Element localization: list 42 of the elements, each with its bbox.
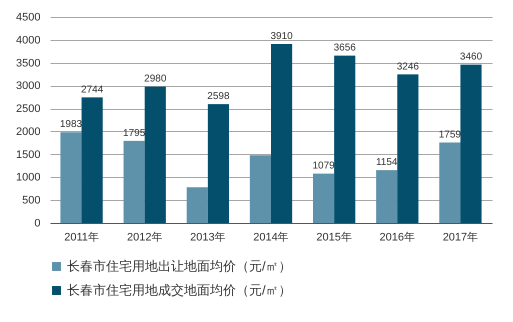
y-tick-label: 0 [34,218,40,230]
bar [334,56,356,223]
bar [271,44,292,223]
y-tick-label: 3500 [16,57,40,70]
data-label: 2744 [81,84,104,96]
y-tick-label: 2000 [16,126,40,138]
x-tick-label: 2012年 [126,232,162,244]
x-tick-label: 2015年 [316,232,352,244]
bar [82,97,103,223]
bar [376,170,398,223]
x-tick-label: 2014年 [253,232,289,244]
data-label: 3910 [270,31,294,42]
data-label: 2598 [207,91,230,102]
y-tick-label: 500 [22,194,40,207]
bar [397,74,418,223]
legend-label: 长春市住宅用地出让地面均价（元/㎡） [67,258,292,274]
bar [439,142,460,223]
y-tick-label: 2500 [16,103,40,116]
bar [460,64,482,223]
y-tick-label: 3000 [16,80,40,92]
data-label: 3656 [334,42,356,54]
data-label: 1154 [376,157,398,168]
x-tick-label: 2017年 [442,232,478,244]
bar [186,187,208,223]
data-label: 1759 [438,129,462,140]
x-tick-label: 2011年 [64,232,99,244]
bar [124,140,145,223]
bar [208,104,230,223]
bar [144,86,166,223]
x-tick-label: 2016年 [380,232,416,244]
bar [312,174,334,223]
data-label: 2980 [144,74,167,85]
bar [60,132,82,223]
x-tick-label: 2013年 [190,232,226,244]
data-label: 3460 [460,52,483,63]
y-tick-label: 1000 [16,172,40,184]
y-tick-label: 4500 [16,12,40,24]
bar [250,155,271,223]
legend-label: 长春市住宅用地成交地面均价（元/㎡） [67,282,292,298]
data-label: 3246 [396,61,420,72]
y-tick-label: 4000 [16,34,40,46]
y-tick-label: 1500 [16,148,40,161]
